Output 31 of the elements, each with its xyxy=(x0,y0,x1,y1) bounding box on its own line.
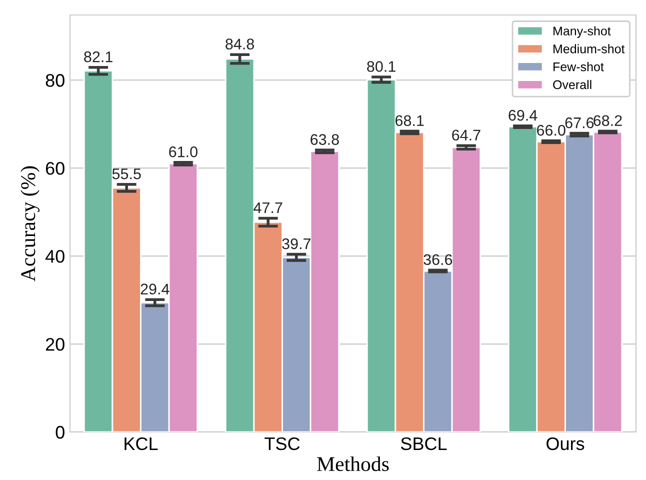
data-label: 80.1 xyxy=(367,61,396,72)
y-tick-label: 0 xyxy=(56,426,64,439)
data-label: 29.4 xyxy=(140,284,170,294)
data-label: 47.7 xyxy=(254,202,282,213)
x-tick-label: Ours xyxy=(546,437,584,450)
x-tick-label: TSC xyxy=(264,437,300,450)
y-tick-label: 20 xyxy=(46,338,64,351)
y-axis-title: Accuracy (%) xyxy=(20,166,40,282)
x-tick-label: KCL xyxy=(124,437,158,450)
data-label: 67.6 xyxy=(565,117,594,128)
data-label: 69.4 xyxy=(508,110,538,121)
y-tick-label: 80 xyxy=(46,74,64,87)
x-axis-title: Methods xyxy=(317,456,389,472)
data-label: 82.1 xyxy=(84,51,112,62)
data-label: 36.6 xyxy=(424,254,452,266)
x-tick-label: SBCL xyxy=(400,437,447,450)
y-tick-label: 40 xyxy=(45,250,64,263)
legend-label: Medium-shot xyxy=(554,44,625,54)
legend-label: Overall xyxy=(553,80,592,90)
y-tick-label: 60 xyxy=(46,162,64,175)
legend-label: Few-shot xyxy=(554,62,604,72)
data-label: 64.7 xyxy=(452,130,480,141)
data-label: 68.2 xyxy=(594,115,622,126)
legend-label: Many-shot xyxy=(554,26,611,38)
data-label: 68.1 xyxy=(396,115,424,126)
data-label: 66.0 xyxy=(537,124,566,136)
data-label: 61.0 xyxy=(169,146,198,158)
data-label: 39.7 xyxy=(282,238,310,250)
data-label: 55.5 xyxy=(112,168,141,180)
data-label: 84.8 xyxy=(226,38,254,50)
data-label: 63.8 xyxy=(310,134,339,145)
